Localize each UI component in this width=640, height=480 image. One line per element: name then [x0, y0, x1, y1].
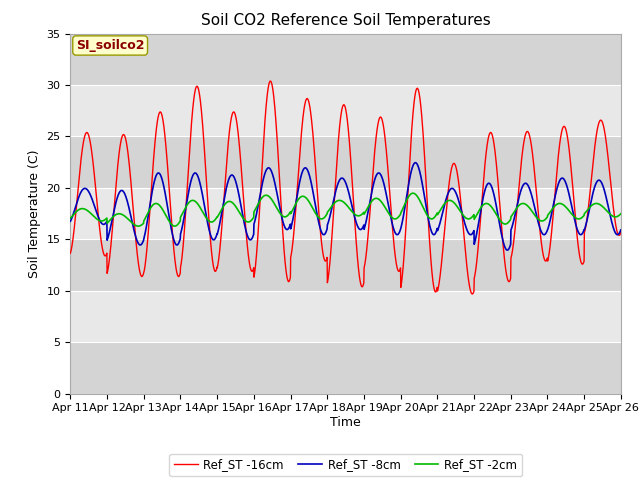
Ref_ST -8cm — [220, 198, 228, 204]
Ref_ST -16cm — [266, 78, 274, 84]
Ref_ST -2cm — [362, 209, 369, 215]
Ref_ST -8cm — [412, 160, 419, 166]
Ref_ST -2cm — [220, 203, 228, 208]
Ref_ST -2cm — [584, 206, 592, 212]
Ref_ST -8cm — [506, 244, 514, 250]
Ref_ST -2cm — [569, 212, 577, 218]
Line: Ref_ST -2cm: Ref_ST -2cm — [70, 193, 621, 226]
Legend: Ref_ST -16cm, Ref_ST -8cm, Ref_ST -2cm: Ref_ST -16cm, Ref_ST -8cm, Ref_ST -2cm — [169, 454, 522, 476]
Ref_ST -8cm — [569, 208, 577, 214]
Y-axis label: Soil Temperature (C): Soil Temperature (C) — [28, 149, 41, 278]
Ref_ST -16cm — [506, 278, 514, 284]
Ref_ST -16cm — [584, 209, 592, 215]
Ref_ST -8cm — [67, 218, 74, 224]
Ref_ST -16cm — [468, 291, 476, 297]
Ref_ST -2cm — [617, 211, 625, 216]
Text: SI_soilco2: SI_soilco2 — [76, 39, 145, 52]
Bar — [70, 291, 621, 342]
Bar — [70, 136, 621, 188]
Line: Ref_ST -8cm: Ref_ST -8cm — [70, 163, 621, 250]
Title: Soil CO2 Reference Soil Temperatures: Soil CO2 Reference Soil Temperatures — [201, 13, 490, 28]
Line: Ref_ST -16cm: Ref_ST -16cm — [70, 81, 621, 294]
Ref_ST -8cm — [504, 247, 511, 253]
Ref_ST -8cm — [584, 214, 592, 219]
Ref_ST -16cm — [362, 256, 369, 262]
Ref_ST -8cm — [362, 222, 369, 228]
Bar — [70, 342, 621, 394]
Ref_ST -2cm — [506, 217, 514, 223]
Ref_ST -2cm — [409, 190, 417, 196]
Ref_ST -8cm — [374, 171, 381, 177]
Ref_ST -2cm — [67, 215, 74, 221]
Ref_ST -2cm — [134, 223, 142, 229]
Ref_ST -16cm — [617, 230, 625, 236]
Ref_ST -16cm — [67, 250, 74, 256]
Ref_ST -16cm — [569, 183, 577, 189]
Ref_ST -16cm — [374, 123, 381, 129]
Ref_ST -8cm — [617, 227, 625, 233]
X-axis label: Time: Time — [330, 416, 361, 429]
Ref_ST -16cm — [220, 197, 228, 203]
Ref_ST -2cm — [374, 196, 381, 202]
Bar — [70, 85, 621, 136]
Bar — [70, 34, 621, 85]
Bar — [70, 240, 621, 291]
Bar — [70, 188, 621, 240]
